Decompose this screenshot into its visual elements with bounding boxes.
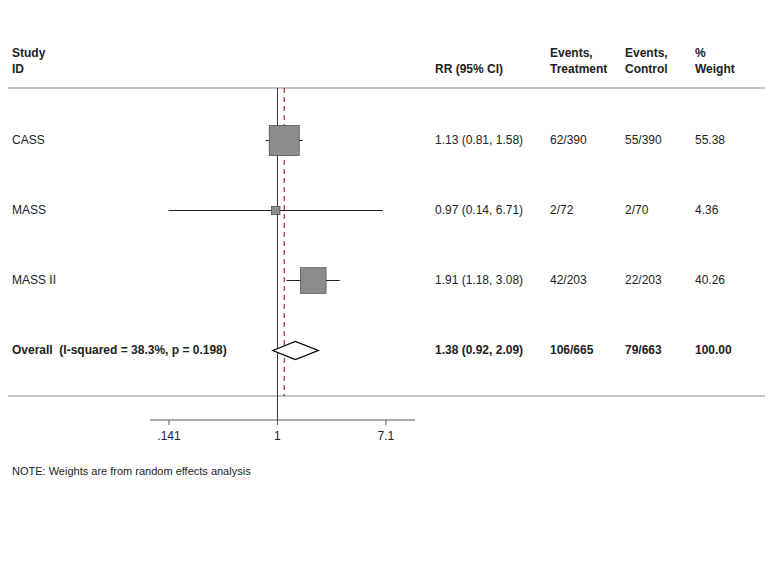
chart: Study ID RR (95% CI) Events, Treatment Events… (0, 0, 777, 561)
note: NOTE: Weights are from random effects an… (12, 465, 251, 477)
rr-label: 1.38 (0.92, 2.09) (435, 343, 523, 357)
separator (8, 88, 765, 89)
weight-label: 55.38 (695, 133, 725, 147)
column-header: Events, (550, 46, 593, 60)
x-tick (277, 420, 278, 425)
events-treatment: 2/72 (550, 203, 574, 217)
overall-diamond (273, 342, 318, 360)
column-header: ID (12, 62, 24, 76)
weight-label: 4.36 (695, 203, 719, 217)
column-header: RR (95% CI) (435, 62, 503, 76)
events-control: 2/70 (625, 203, 649, 217)
column-header: % (695, 46, 706, 60)
column-header: Events, (625, 46, 668, 60)
column-header: Weight (695, 62, 735, 76)
events-treatment: 106/665 (550, 343, 594, 357)
separator (8, 396, 765, 397)
study-box (269, 126, 299, 156)
x-tick-label: 1 (274, 429, 281, 443)
study-name: MASS (12, 203, 46, 217)
events-treatment: 42/203 (550, 273, 587, 287)
events-control: 79/663 (625, 343, 662, 357)
plot-area (169, 88, 383, 420)
column-header: Treatment (550, 62, 607, 76)
events-treatment: 62/390 (550, 133, 587, 147)
weight-label: 40.26 (695, 273, 725, 287)
study-name: CASS (12, 133, 45, 147)
rr-label: 0.97 (0.14, 6.71) (435, 203, 523, 217)
x-tick (169, 420, 170, 425)
weight-label: 100.00 (695, 343, 732, 357)
study-name: MASS II (12, 273, 56, 287)
x-tick (385, 420, 386, 425)
events-control: 55/390 (625, 133, 662, 147)
rr-label: 1.91 (1.18, 3.08) (435, 273, 523, 287)
study-box (300, 268, 326, 294)
x-tick-label: .141 (157, 429, 181, 443)
study-box (272, 206, 280, 214)
x-tick-label: 7.1 (378, 429, 395, 443)
events-control: 22/203 (625, 273, 662, 287)
column-header: Study (12, 46, 46, 60)
overall-name: Overall (I-squared = 38.3%, p = 0.198) (12, 343, 227, 357)
column-header: Control (625, 62, 668, 76)
rr-label: 1.13 (0.81, 1.58) (435, 133, 523, 147)
x-axis-line (150, 420, 415, 421)
